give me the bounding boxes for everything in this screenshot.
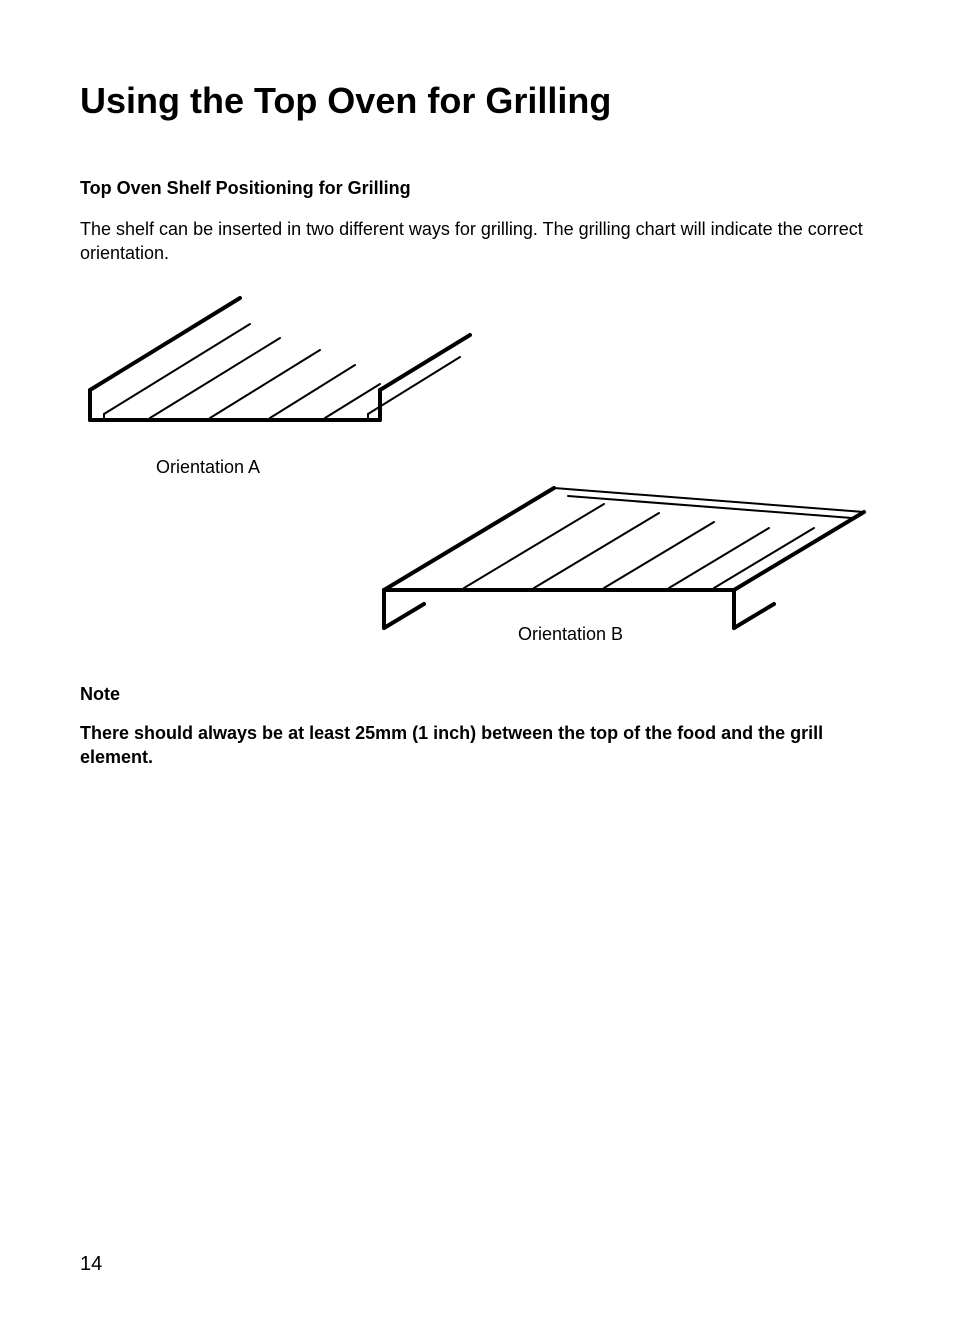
page-title: Using the Top Oven for Grilling [80, 80, 874, 122]
section-subhead: Top Oven Shelf Positioning for Grilling [80, 178, 874, 199]
orientation-a-label: Orientation A [156, 457, 260, 478]
shelf-orientation-diagrams: Orientation A [80, 290, 874, 670]
document-page: Using the Top Oven for Grilling Top Oven… [0, 0, 954, 1336]
intro-paragraph: The shelf can be inserted in two differe… [80, 217, 874, 266]
note-heading: Note [80, 684, 874, 705]
orientation-b-diagram [374, 480, 874, 650]
orientation-a-diagram [80, 290, 480, 430]
orientation-b-label: Orientation B [518, 624, 623, 645]
page-number: 14 [80, 1253, 102, 1276]
note-body: There should always be at least 25mm (1 … [80, 721, 874, 770]
